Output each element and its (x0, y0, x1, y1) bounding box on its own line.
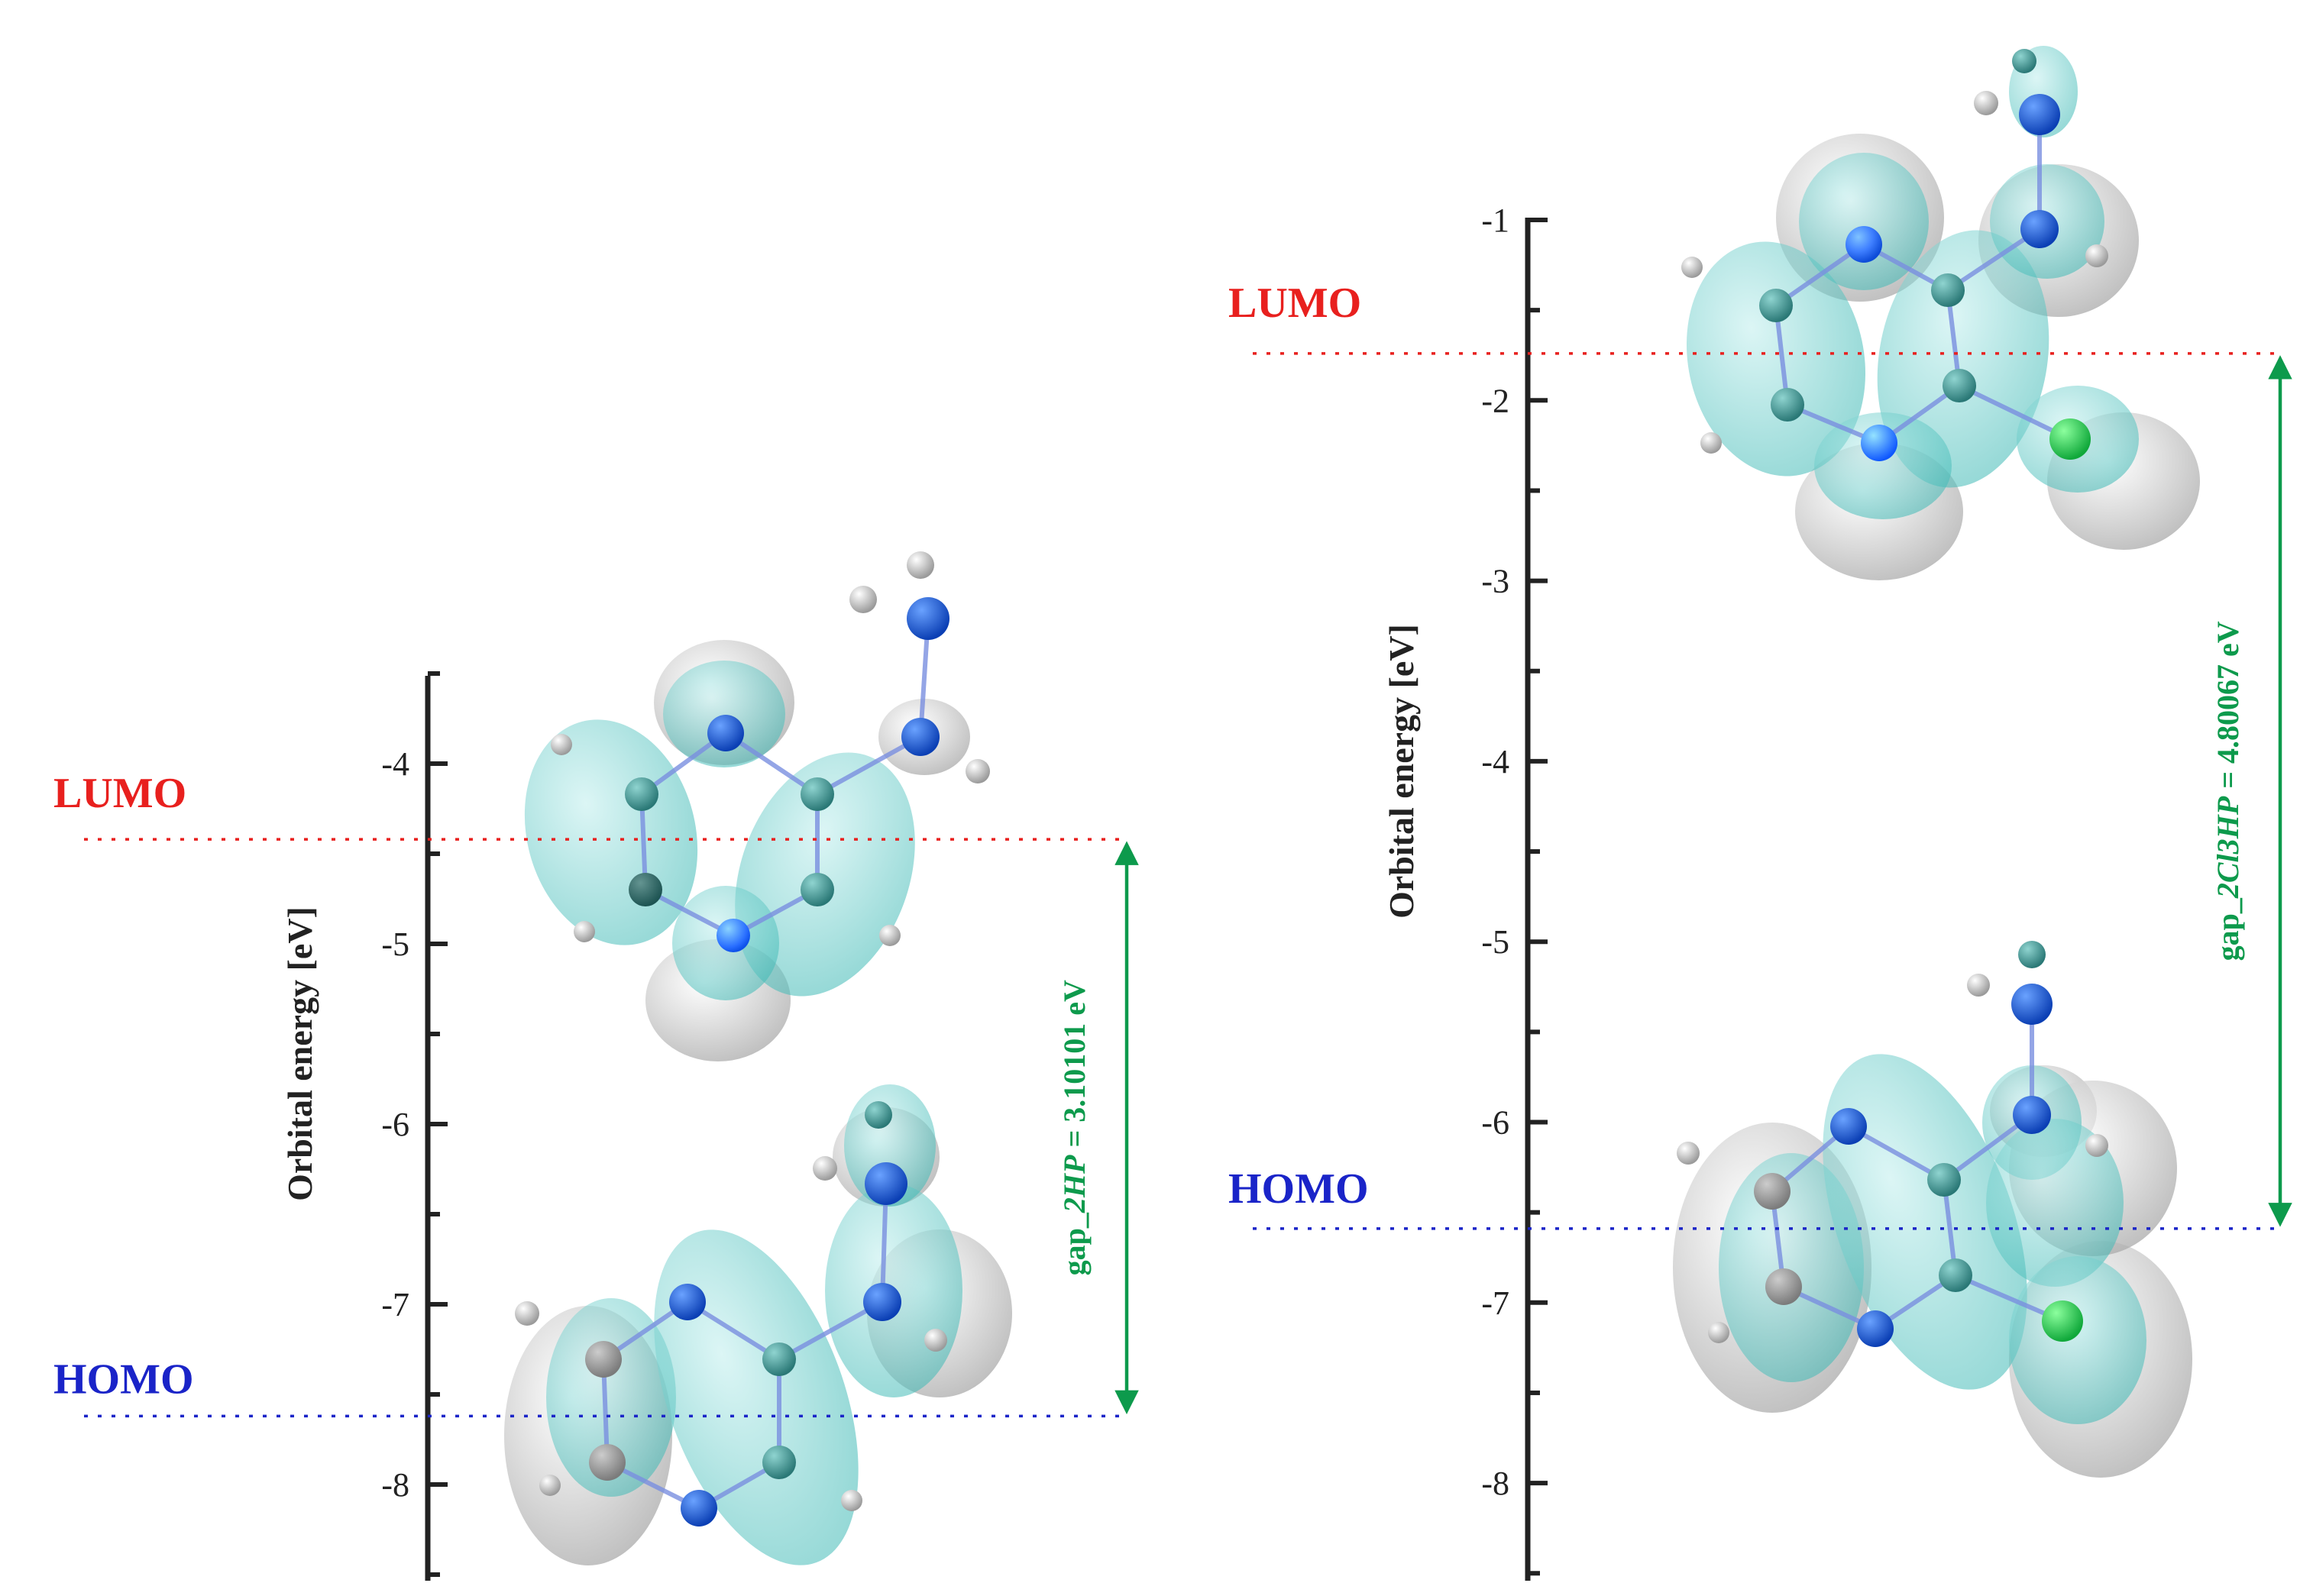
y-tick-label: -3 (1481, 563, 1509, 600)
gap-label-prefix: gap_ (2211, 897, 2245, 961)
y-tick-label: -8 (1481, 1465, 1509, 1502)
gap-label-prefix: gap_ (1057, 1212, 1092, 1275)
y-axis-title: Orbital energy [eV] (280, 906, 319, 1201)
lumo-orbital-picture (1681, 46, 2200, 580)
lumo-label: LUMO (1228, 279, 1361, 327)
y-axis-ticks: -1 -2 -3 -4 -5 -6 -7 -8 (1481, 202, 1548, 1576)
y-tick-label: -4 (381, 745, 409, 783)
lumo-label: LUMO (53, 770, 186, 817)
y-tick-label: -6 (381, 1106, 409, 1143)
y-tick-label: -5 (1481, 923, 1509, 961)
y-axis-title: Orbital energy [eV] (1382, 624, 1421, 919)
y-axis-ticks: -4 -5 -6 -7 -8 (381, 671, 448, 1577)
gap-label: gap_2Cl3HP = 4.80067 eV (2211, 621, 2245, 961)
gap-label-subscript: 2Cl3HP (2211, 796, 2245, 899)
y-tick-label: -5 (381, 926, 409, 963)
y-tick-label: -6 (1481, 1104, 1509, 1142)
y-tick-label: -7 (1481, 1284, 1509, 1322)
gap-label-value: = 4.80067 eV (2211, 621, 2245, 796)
y-tick-label: -4 (1481, 743, 1509, 780)
gap-label-value: = 3.10101 eV (1057, 980, 1092, 1155)
homo-label: HOMO (53, 1355, 194, 1403)
homo-orbital-picture (504, 1084, 1012, 1565)
panel-2cl3hp: -1 -2 -3 -4 -5 -6 -7 -8 Orbital energy [eV] (1228, 46, 2292, 1581)
panel-2hp: -4 -5 -6 -7 -8 Orbital energy [eV] (53, 551, 1139, 1581)
gap-label: gap_2HP = 3.10101 eV (1057, 980, 1092, 1275)
y-tick-label: -7 (381, 1286, 409, 1323)
y-tick-label: -2 (1481, 382, 1509, 419)
y-tick-label: -8 (381, 1466, 409, 1504)
gap-label-subscript: 2HP (1057, 1155, 1092, 1213)
lumo-orbital-picture (524, 551, 990, 1061)
y-tick-label: -1 (1481, 202, 1509, 239)
homo-orbital-picture (1673, 941, 2192, 1478)
homo-label: HOMO (1228, 1165, 1369, 1213)
